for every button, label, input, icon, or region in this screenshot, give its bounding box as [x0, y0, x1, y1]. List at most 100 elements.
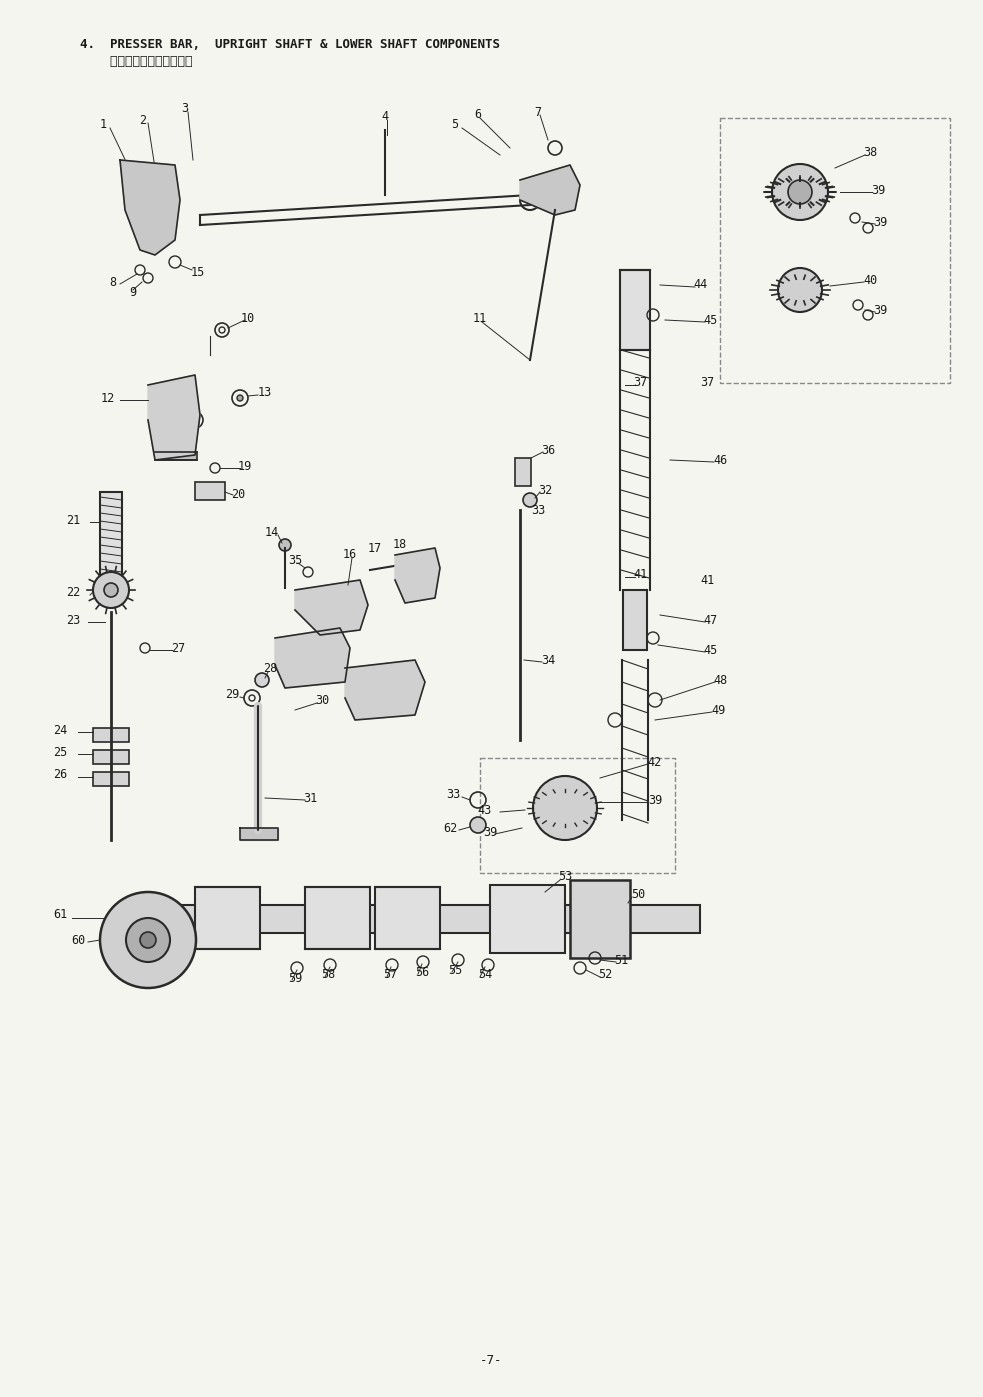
Bar: [135, 905, 700, 933]
Text: 56: 56: [415, 965, 430, 978]
Text: 8: 8: [109, 275, 117, 289]
Text: 14: 14: [264, 525, 279, 538]
Circle shape: [772, 163, 828, 219]
Text: 48: 48: [713, 673, 727, 686]
Circle shape: [533, 775, 597, 840]
Text: 37: 37: [700, 376, 715, 388]
Text: 33: 33: [445, 788, 460, 802]
Text: 27: 27: [171, 641, 185, 655]
Text: 30: 30: [315, 693, 329, 707]
Text: 13: 13: [258, 387, 272, 400]
Bar: [93, 728, 129, 742]
Text: 5: 5: [451, 119, 458, 131]
Bar: [93, 773, 129, 787]
Text: -7-: -7-: [480, 1354, 502, 1366]
Text: 61: 61: [53, 908, 67, 922]
Text: 15: 15: [191, 265, 205, 278]
Bar: [480, 759, 675, 873]
Bar: [490, 886, 565, 953]
Bar: [305, 887, 370, 949]
Bar: [93, 750, 129, 764]
Bar: [515, 458, 531, 486]
Text: 41: 41: [633, 569, 647, 581]
Text: 28: 28: [262, 662, 277, 675]
Polygon shape: [520, 165, 580, 215]
Bar: [620, 270, 650, 351]
Text: 6: 6: [475, 109, 482, 122]
Circle shape: [788, 180, 812, 204]
Text: 39: 39: [648, 793, 663, 806]
Text: 2: 2: [140, 113, 146, 127]
Text: 57: 57: [382, 968, 397, 982]
Bar: [195, 482, 225, 500]
Bar: [100, 492, 122, 577]
Text: 17: 17: [368, 542, 382, 555]
Circle shape: [126, 918, 170, 963]
Circle shape: [523, 493, 537, 507]
Text: 39: 39: [483, 826, 497, 838]
Bar: [195, 887, 260, 949]
Text: 10: 10: [241, 312, 256, 324]
Text: 1: 1: [99, 119, 106, 131]
Text: 39: 39: [873, 215, 887, 229]
Circle shape: [100, 893, 196, 988]
Text: 62: 62: [442, 821, 457, 834]
Text: 押え棒・立軸・下軸関係: 押え棒・立軸・下軸関係: [80, 54, 193, 68]
Circle shape: [104, 583, 118, 597]
Text: 22: 22: [66, 587, 81, 599]
Text: 54: 54: [478, 968, 492, 982]
Circle shape: [544, 191, 552, 198]
Text: 12: 12: [101, 391, 115, 405]
Text: 36: 36: [541, 443, 555, 457]
Text: 42: 42: [648, 756, 663, 768]
Text: 47: 47: [703, 613, 718, 626]
Text: 40: 40: [863, 274, 877, 286]
Text: 11: 11: [473, 312, 488, 324]
Text: 41: 41: [700, 574, 715, 587]
Text: 3: 3: [182, 102, 189, 115]
Text: 20: 20: [231, 489, 245, 502]
Text: 59: 59: [288, 971, 302, 985]
Bar: [570, 880, 630, 958]
Text: 45: 45: [703, 313, 718, 327]
Circle shape: [526, 196, 534, 204]
Text: 52: 52: [598, 968, 612, 982]
Text: 49: 49: [711, 704, 725, 717]
Text: 39: 39: [871, 183, 885, 197]
Circle shape: [778, 268, 822, 312]
Circle shape: [330, 602, 340, 612]
Polygon shape: [295, 580, 368, 636]
Text: 25: 25: [53, 746, 67, 759]
Text: 53: 53: [558, 870, 572, 883]
Text: 33: 33: [531, 503, 546, 517]
Text: 32: 32: [538, 483, 552, 496]
Text: 4.  PRESSER BAR,  UPRIGHT SHAFT & LOWER SHAFT COMPONENTS: 4. PRESSER BAR, UPRIGHT SHAFT & LOWER SH…: [80, 38, 500, 52]
Circle shape: [145, 232, 151, 237]
Text: 50: 50: [631, 888, 645, 901]
Polygon shape: [275, 629, 350, 687]
Text: 29: 29: [225, 689, 239, 701]
Circle shape: [279, 539, 291, 550]
Circle shape: [381, 685, 389, 692]
Text: 9: 9: [130, 286, 137, 299]
Bar: [720, 117, 950, 383]
Text: 18: 18: [393, 538, 407, 552]
Text: 45: 45: [703, 644, 718, 657]
Text: 24: 24: [53, 724, 67, 736]
Text: 55: 55: [448, 964, 462, 977]
Text: 4: 4: [381, 110, 388, 123]
Text: 46: 46: [713, 454, 727, 467]
Text: 19: 19: [238, 460, 252, 472]
Circle shape: [237, 395, 243, 401]
Bar: [155, 453, 197, 460]
Text: 31: 31: [303, 792, 318, 805]
Text: 58: 58: [320, 968, 335, 982]
Polygon shape: [240, 828, 278, 840]
Circle shape: [470, 817, 486, 833]
Text: 60: 60: [71, 933, 86, 947]
Circle shape: [140, 190, 150, 200]
Text: 26: 26: [53, 768, 67, 781]
Text: 43: 43: [478, 803, 492, 816]
Circle shape: [314, 652, 326, 664]
Text: 16: 16: [343, 549, 357, 562]
